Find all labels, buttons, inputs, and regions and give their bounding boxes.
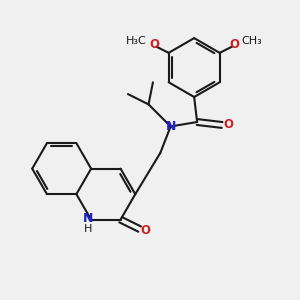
Text: N: N	[82, 212, 93, 225]
Text: O: O	[224, 118, 234, 131]
Text: CH₃: CH₃	[242, 36, 262, 46]
Text: O: O	[141, 224, 151, 237]
Text: H: H	[83, 224, 92, 234]
Text: O: O	[230, 38, 239, 50]
Text: O: O	[149, 38, 159, 50]
Text: N: N	[165, 120, 176, 133]
Text: H₃C: H₃C	[126, 36, 147, 46]
